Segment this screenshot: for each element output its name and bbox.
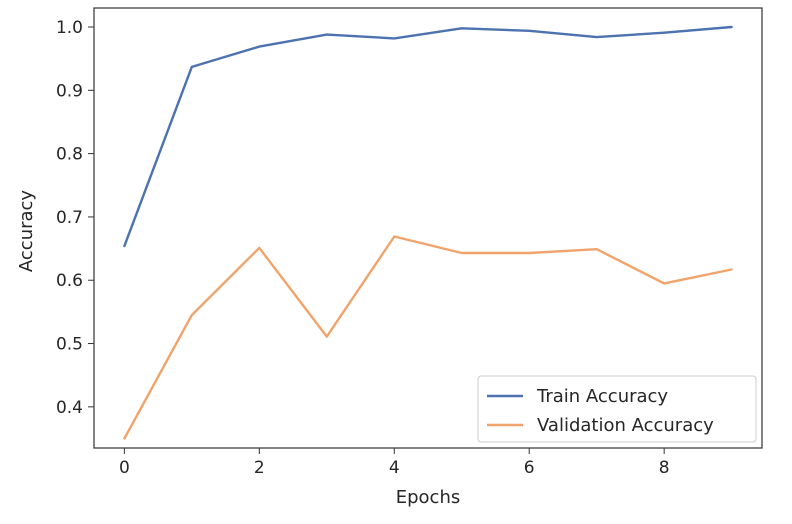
y-tick-label: 0.5 bbox=[56, 335, 83, 355]
x-tick-label: 2 bbox=[254, 458, 265, 478]
legend-validation-label: Validation Accuracy bbox=[537, 415, 714, 436]
x-tick-label: 4 bbox=[389, 458, 400, 478]
legend: Train Accuracy Validation Accuracy bbox=[477, 375, 757, 443]
x-axis-label: Epochs bbox=[396, 487, 461, 508]
legend-box bbox=[477, 375, 757, 443]
x-tick-label: 8 bbox=[659, 458, 670, 478]
legend-train-label: Train Accuracy bbox=[536, 386, 668, 407]
validation-accuracy-line bbox=[123, 235, 733, 440]
y-tick-label: 0.8 bbox=[56, 145, 83, 165]
x-tick-label: 6 bbox=[524, 458, 535, 478]
y-tick-label: 0.6 bbox=[56, 271, 83, 291]
y-tick-label: 0.4 bbox=[56, 398, 83, 418]
y-axis-label: Accuracy bbox=[16, 190, 37, 273]
train-accuracy-line bbox=[123, 25, 733, 248]
y-tick-label: 0.9 bbox=[56, 81, 83, 101]
y-tick-label: 0.7 bbox=[56, 208, 83, 228]
x-tick-label: 0 bbox=[119, 458, 130, 478]
plot-frame bbox=[93, 7, 763, 449]
y-tick-label: 1.0 bbox=[56, 18, 83, 38]
